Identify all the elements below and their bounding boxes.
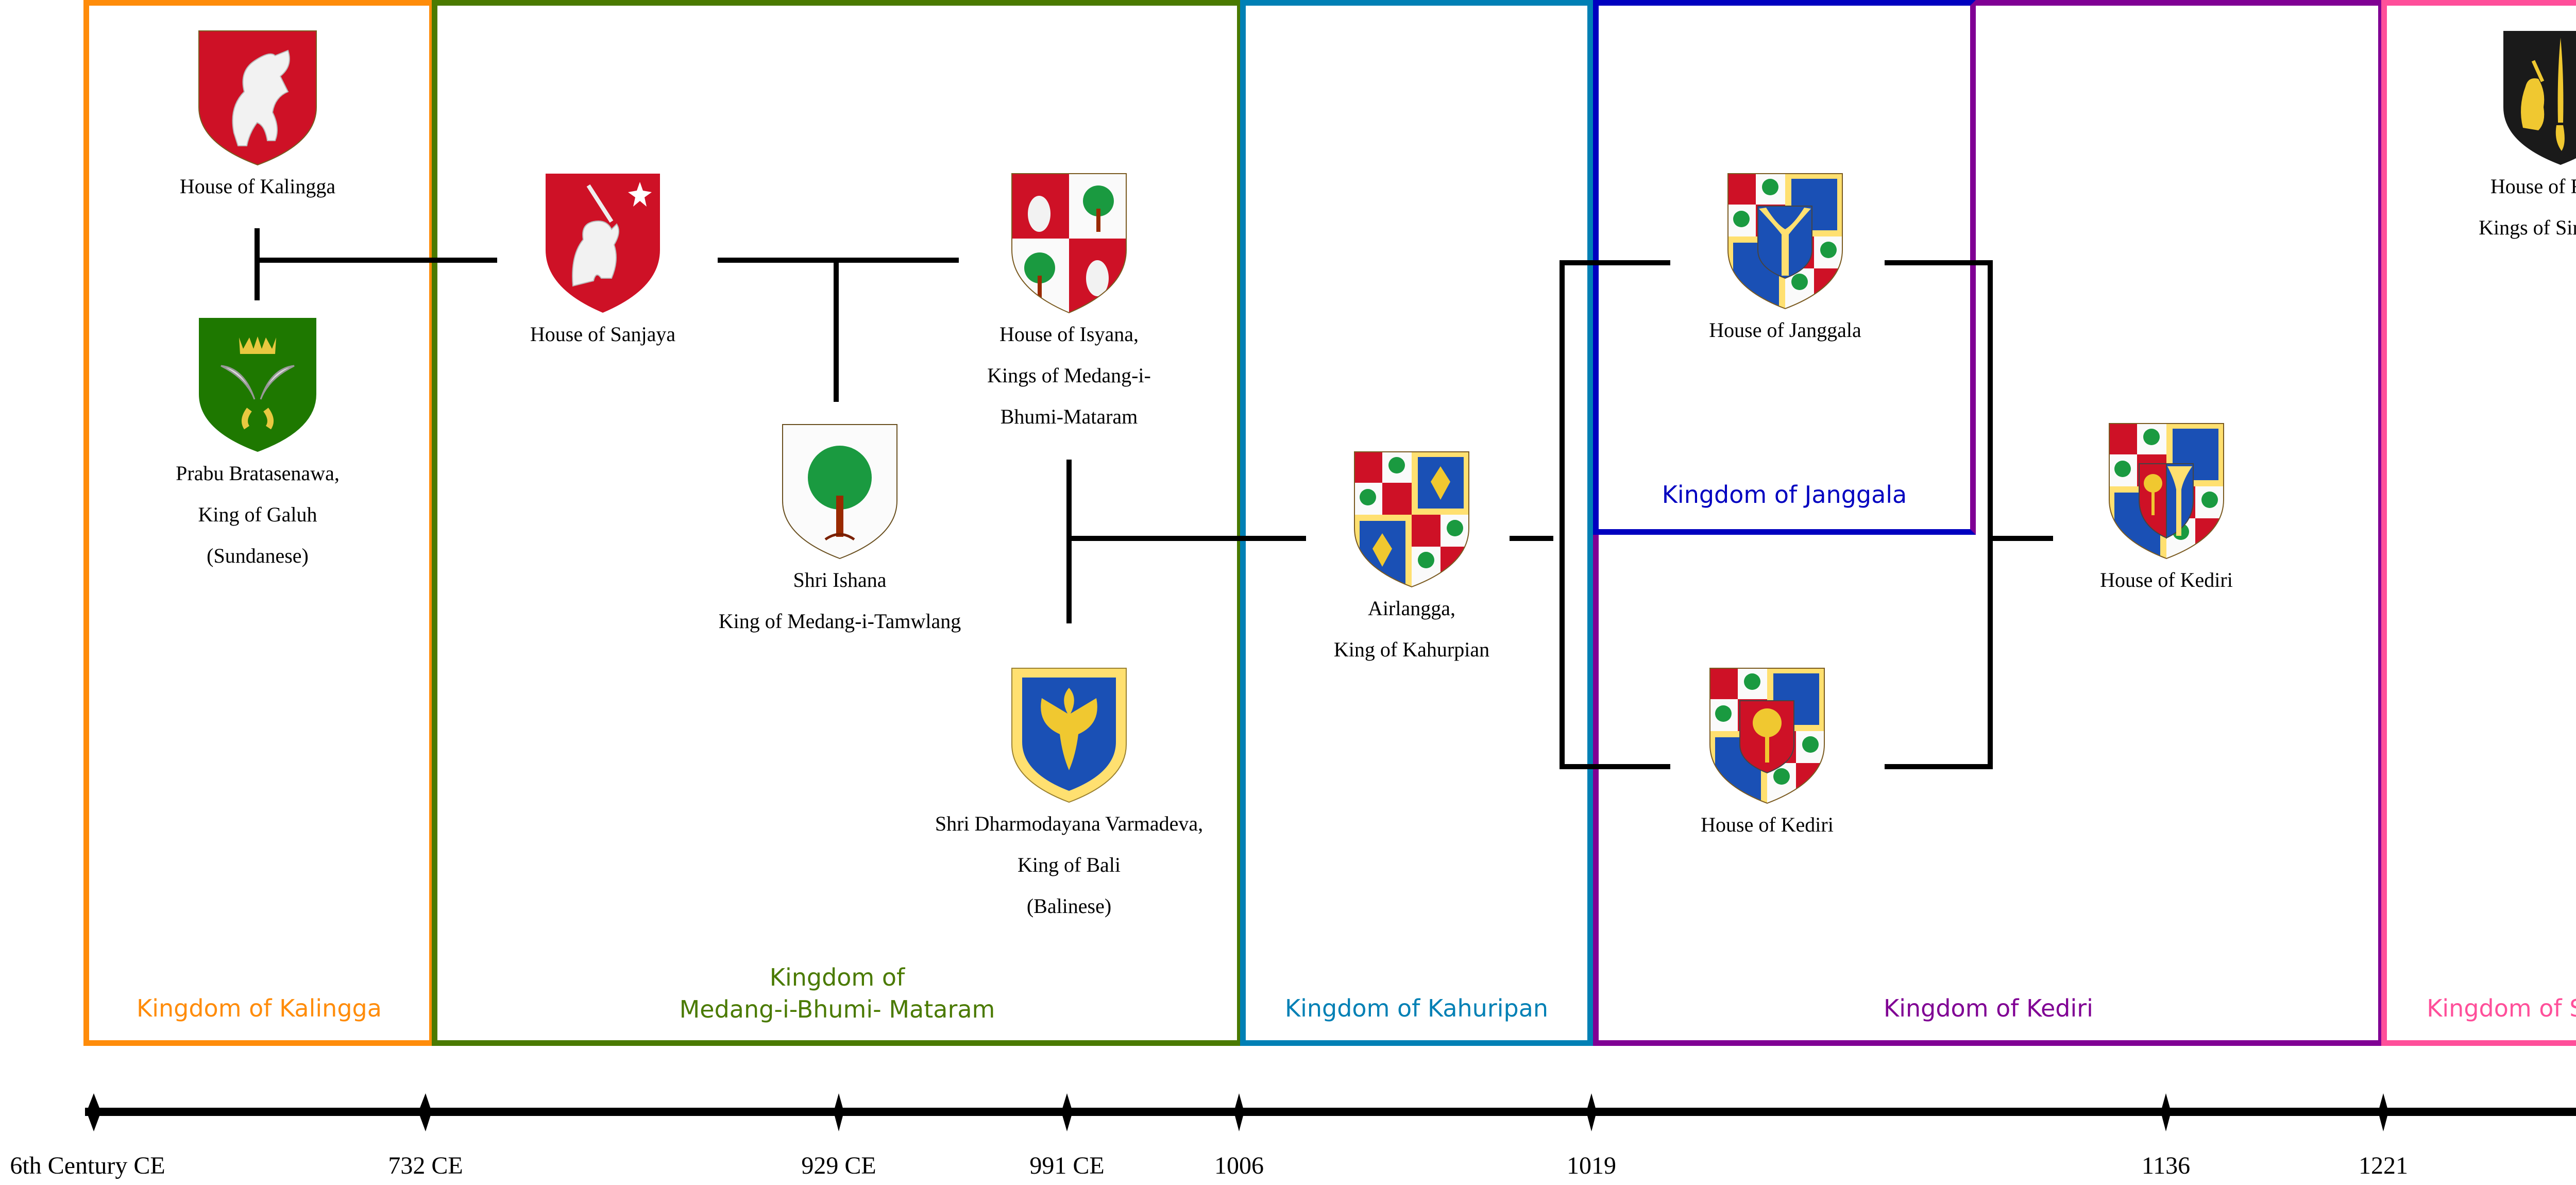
kingdom-label-kahuripan: Kingdom of Kahuripan <box>1284 994 1549 1022</box>
connector-to-airlangga <box>1069 536 1306 541</box>
node-caption-line1: Prabu Bratasenawa, <box>176 462 340 485</box>
node-caption-line2: Kings of Singhasari <box>2479 216 2576 239</box>
connector-sanjaya-to-isyana <box>718 258 959 263</box>
connector-isyana-dharmodayana-vertical <box>1066 460 1072 623</box>
node-caption-line3: Bhumi-Mataram <box>1000 405 1138 428</box>
date-label-1019: 1019 <box>1567 1152 1616 1179</box>
connector-split-vertical-left <box>1560 260 1565 769</box>
connector-from-kediri-lower <box>1885 764 1993 769</box>
node-caption: House of Kediri <box>1701 813 1834 836</box>
marker-929 <box>834 1093 844 1131</box>
node-shri-ishana: Shri Ishana King of Medang-i-Tamwlang <box>685 424 994 642</box>
marker-1019 <box>1586 1093 1597 1131</box>
connector-to-ishana-vertical <box>834 262 839 402</box>
kediri-shield-tree-icon <box>1709 668 1825 804</box>
node-house-of-sanjaya: House of Sanjaya <box>500 173 706 355</box>
node-house-of-kalingga: House of Kalingga <box>155 30 361 207</box>
red-shield-lion-sword-star-icon <box>546 174 660 313</box>
black-shield-gold-lions-kris-icon <box>2503 31 2576 165</box>
node-rajasa-singhasari: House of Rajasa, Kings of Singhasari <box>2458 30 2576 248</box>
kediri-combined-shield-icon <box>2109 423 2224 560</box>
date-label-6th-century: 6th Century CE <box>10 1152 165 1179</box>
connector-kalingga-to-sanjaya <box>257 258 497 263</box>
node-caption-line3: (Sundanese) <box>207 544 309 567</box>
connector-from-janggala <box>1885 260 1993 265</box>
blue-shield-gold-eagle-icon <box>1011 668 1127 803</box>
node-shri-dharmodayana: Shri Dharmodayana Varmadeva, King of Bal… <box>889 667 1249 927</box>
kingdom-box-medang: Kingdom of Medang-i-Bhumi- Mataram <box>432 0 1243 1046</box>
connector-to-janggala <box>1560 260 1670 265</box>
white-shield-tree-icon <box>782 424 897 560</box>
node-caption-line3: (Balinese) <box>1026 894 1112 918</box>
node-caption-line1: House of Isyana, <box>999 323 1139 346</box>
date-label-991: 991 CE <box>1029 1152 1105 1179</box>
node-house-of-isyana: House of Isyana, Kings of Medang-i- Bhum… <box>940 173 1198 437</box>
janggala-shield-icon <box>1727 173 1843 310</box>
kingdom-label-medang-line1: Kingdom of <box>769 963 905 991</box>
date-label-1221: 1221 <box>2359 1152 2408 1179</box>
kingdom-box-janggala: Kingdom of Janggala <box>1593 0 1976 535</box>
kingdom-box-kahuripan: Kingdom of Kahuripan <box>1240 0 1593 1046</box>
node-prabu-bratasenawa: Prabu Bratasenawa, King of Galuh (Sundan… <box>155 317 361 577</box>
node-caption-line2: King of Kahurpian <box>1333 638 1490 661</box>
marker-991 <box>1061 1093 1073 1131</box>
kingdom-label-janggala: Kingdom of Janggala <box>1662 481 1907 509</box>
date-label-732: 732 CE <box>388 1152 463 1179</box>
marker-1221 <box>2378 1093 2388 1131</box>
marker-732 <box>418 1093 432 1131</box>
kingdom-label-kalingga: Kingdom of Kalingga <box>137 994 382 1022</box>
kingdom-label-kediri: Kingdom of Kediri <box>1884 994 2093 1022</box>
date-label-1006: 1006 <box>1214 1152 1264 1179</box>
node-house-of-janggala: House of Janggala <box>1682 173 1888 351</box>
connector-to-kediri-right <box>1990 536 2053 541</box>
node-caption-line2: King of Bali <box>1018 853 1121 876</box>
node-caption-line2: King of Galuh <box>198 503 317 526</box>
connector-kalingga-galuh-vertical <box>255 228 260 300</box>
marker-1136 <box>2161 1093 2171 1131</box>
date-label-1136: 1136 <box>2141 1152 2191 1179</box>
marker-1006 <box>1234 1093 1244 1131</box>
marker-6th-century <box>87 1093 101 1131</box>
node-caption-line2: Kings of Medang-i- <box>987 364 1151 387</box>
node-caption-line1: House of Rajasa, <box>2490 175 2576 198</box>
timeline-markers <box>87 1093 2388 1131</box>
date-label-929: 929 CE <box>801 1152 876 1179</box>
kingdom-label-singhasari: Kingdom of Singhasari <box>2427 994 2576 1022</box>
connector-airlangga-out <box>1510 536 1553 541</box>
red-shield-white-lion-icon <box>198 30 317 166</box>
node-caption-line2: King of Medang-i-Tamwlang <box>718 610 961 633</box>
node-caption: House of Sanjaya <box>530 323 676 346</box>
connector-merge-vertical-right <box>1988 260 1993 769</box>
node-caption-line1: Shri Ishana <box>793 568 887 591</box>
green-shield-crown-kris-icon <box>199 318 316 452</box>
connector-to-kediri-lower <box>1560 764 1670 769</box>
node-caption: House of Kalingga <box>179 175 336 198</box>
node-caption-line1: Airlangga, <box>1368 597 1455 620</box>
timeline-axis <box>85 1108 2576 1116</box>
node-house-of-kediri-right: House of Kediri <box>2063 422 2269 601</box>
airlangga-quartered-shield-icon <box>1354 451 1469 588</box>
node-house-of-kediri-lower: House of Kediri <box>1664 667 1870 845</box>
node-caption-line1: Shri Dharmodayana Varmadeva, <box>935 812 1204 835</box>
node-caption: House of Kediri <box>2100 568 2233 591</box>
node-airlangga: Airlangga, King of Kahurpian <box>1309 451 1515 670</box>
node-caption: House of Janggala <box>1709 318 1861 342</box>
kingdom-box-singhasari: Kingdom of Singhasari <box>2381 0 2576 1046</box>
kingdom-label-medang-line2: Medang-i-Bhumi- Mataram <box>679 995 995 1023</box>
quartered-lion-tree-shield-icon <box>1011 173 1127 314</box>
